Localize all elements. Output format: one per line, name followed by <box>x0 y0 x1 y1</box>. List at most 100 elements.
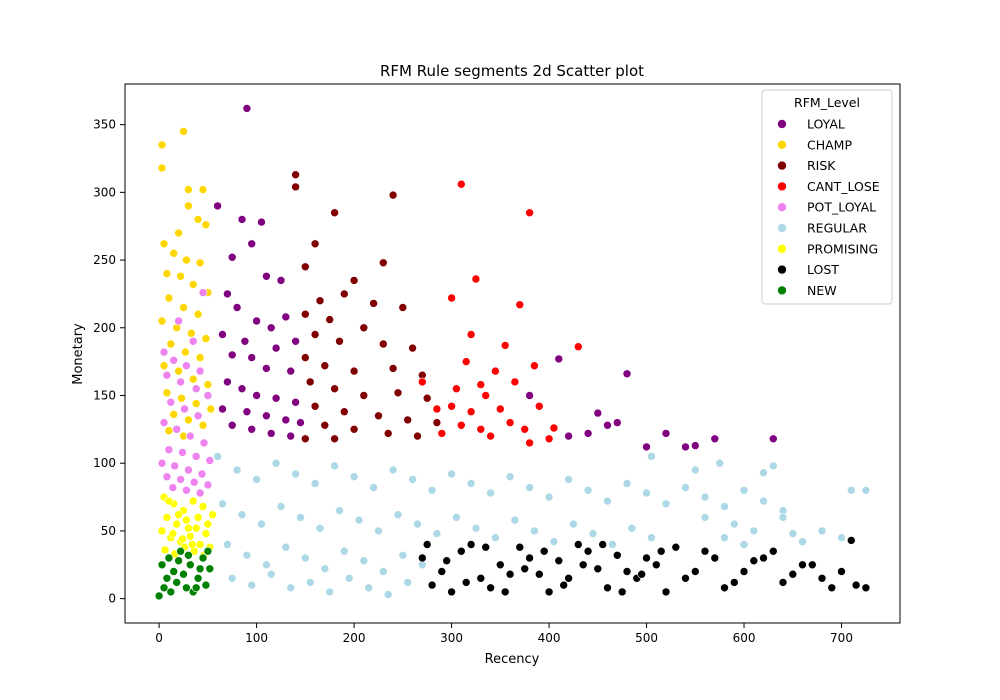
data-point <box>286 583 296 593</box>
legend-marker <box>777 140 787 150</box>
data-point <box>164 496 174 506</box>
data-point <box>681 442 690 452</box>
data-point <box>827 583 837 593</box>
data-point <box>807 560 817 570</box>
data-point <box>266 323 276 333</box>
data-point <box>398 303 408 312</box>
data-point <box>182 255 191 265</box>
data-point <box>291 397 300 407</box>
data-point <box>296 418 305 427</box>
data-point <box>447 293 456 303</box>
data-point <box>320 564 330 574</box>
x-tick-label: 300 <box>440 631 463 645</box>
data-point <box>242 407 252 417</box>
data-point <box>164 293 174 303</box>
data-point <box>276 276 286 285</box>
data-point <box>544 587 554 597</box>
data-point <box>534 569 544 579</box>
data-point <box>223 377 232 387</box>
data-point <box>188 496 198 506</box>
data-point <box>286 366 296 376</box>
data-point <box>291 469 300 479</box>
data-point <box>184 550 193 560</box>
data-point <box>227 252 237 262</box>
data-point <box>325 587 335 597</box>
data-point <box>476 380 486 389</box>
points-layer <box>154 104 871 601</box>
legend-marker <box>777 264 787 275</box>
data-point <box>193 513 203 522</box>
data-point <box>169 355 178 365</box>
data-point <box>846 536 856 545</box>
data-point <box>271 458 281 468</box>
data-point <box>247 353 256 362</box>
data-point <box>179 569 188 579</box>
data-point <box>164 445 174 455</box>
data-point <box>798 537 807 547</box>
data-point <box>788 569 798 579</box>
data-point <box>182 485 191 495</box>
data-point <box>252 316 261 326</box>
data-point <box>281 542 291 552</box>
data-point <box>195 540 205 549</box>
data-point <box>525 483 534 492</box>
data-point <box>564 475 573 484</box>
data-point <box>593 408 603 418</box>
data-point <box>525 438 534 448</box>
y-tick-label: 250 <box>93 253 116 267</box>
data-point <box>157 458 167 468</box>
data-point <box>188 374 198 384</box>
data-point <box>768 461 778 471</box>
data-point <box>447 401 456 411</box>
data-point <box>349 424 359 434</box>
data-point <box>186 531 195 541</box>
data-point <box>564 573 573 583</box>
x-tick-label: 600 <box>733 631 756 645</box>
data-point <box>339 546 349 556</box>
data-point <box>213 452 222 461</box>
data-point <box>681 483 690 492</box>
data-point <box>188 280 198 289</box>
series-champ <box>157 127 216 441</box>
data-point <box>281 312 291 322</box>
data-point <box>690 465 700 475</box>
data-point <box>583 485 593 495</box>
data-point <box>174 228 183 238</box>
data-point <box>388 190 398 200</box>
series-promising <box>157 492 217 560</box>
data-point <box>247 239 256 249</box>
data-point <box>700 513 710 522</box>
data-point <box>193 573 203 583</box>
data-point <box>422 540 432 549</box>
data-point <box>432 418 442 427</box>
y-tick-label: 350 <box>93 118 116 132</box>
data-point <box>554 556 564 566</box>
data-point <box>861 485 871 495</box>
data-point <box>170 461 179 471</box>
data-point <box>739 567 749 576</box>
data-point <box>539 546 549 556</box>
y-tick-label: 300 <box>93 185 116 199</box>
data-point <box>510 377 520 387</box>
data-point <box>281 415 291 425</box>
data-point <box>715 458 725 468</box>
data-point <box>159 347 169 357</box>
legend-title: RFM_Level <box>794 95 860 110</box>
data-point <box>174 366 183 376</box>
data-point <box>427 580 437 590</box>
data-point <box>749 526 759 536</box>
data-point <box>476 424 486 434</box>
chart-title: RFM Rule segments 2d Scatter plot <box>380 62 644 80</box>
data-point <box>739 540 749 549</box>
series-loyal <box>213 104 778 452</box>
data-point <box>159 239 169 249</box>
data-point <box>466 330 476 339</box>
data-point <box>191 384 201 394</box>
data-point <box>227 350 237 360</box>
data-point <box>456 420 466 430</box>
data-point <box>505 472 515 482</box>
data-point <box>240 336 250 346</box>
series-lost <box>417 536 871 597</box>
x-tick-label: 200 <box>343 631 366 645</box>
